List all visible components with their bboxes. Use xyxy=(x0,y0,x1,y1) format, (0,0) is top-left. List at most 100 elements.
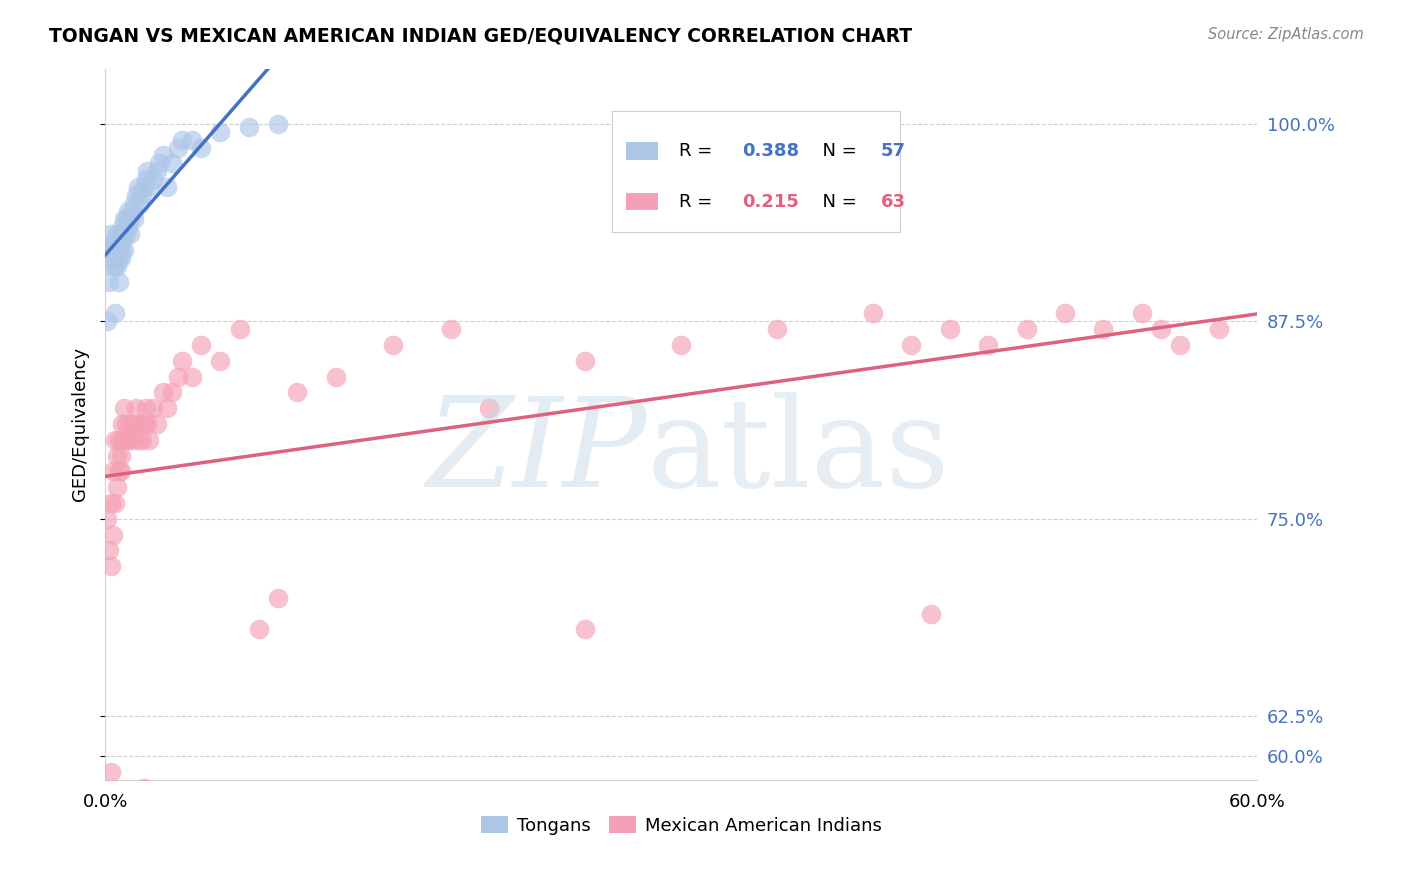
FancyBboxPatch shape xyxy=(626,143,658,160)
Text: N =: N = xyxy=(811,142,863,160)
Point xyxy=(121,203,143,218)
Point xyxy=(117,219,139,234)
Point xyxy=(285,385,308,400)
Point xyxy=(112,227,135,242)
Point xyxy=(112,244,135,258)
Point xyxy=(162,156,184,170)
Point xyxy=(101,244,124,258)
Point xyxy=(105,227,128,242)
Point xyxy=(146,417,169,431)
Point xyxy=(122,797,145,811)
Point xyxy=(107,235,129,250)
Point xyxy=(110,449,132,463)
Point xyxy=(125,401,148,416)
Point xyxy=(1150,322,1173,336)
Point xyxy=(110,465,132,479)
Text: 63: 63 xyxy=(880,193,905,211)
Point xyxy=(136,417,159,431)
Point xyxy=(104,235,127,250)
Point xyxy=(111,433,134,447)
Point xyxy=(101,259,124,273)
Point xyxy=(120,417,142,431)
Point xyxy=(162,385,184,400)
FancyBboxPatch shape xyxy=(626,193,658,211)
Point xyxy=(170,354,193,368)
Point xyxy=(105,449,128,463)
Point xyxy=(100,764,122,779)
Point xyxy=(156,401,179,416)
Point xyxy=(180,369,202,384)
Point xyxy=(100,496,122,510)
Point xyxy=(267,591,290,605)
Point xyxy=(105,480,128,494)
Point xyxy=(117,203,139,218)
Point xyxy=(138,433,160,447)
Text: 57: 57 xyxy=(880,142,905,160)
Point xyxy=(1130,306,1153,320)
Point xyxy=(209,354,232,368)
Point xyxy=(98,275,121,289)
Point xyxy=(1208,322,1230,336)
Point xyxy=(111,235,134,250)
Point xyxy=(98,543,121,558)
Legend: Tongans, Mexican American Indians: Tongans, Mexican American Indians xyxy=(481,816,882,835)
Point xyxy=(101,465,124,479)
Point xyxy=(131,433,153,447)
Point xyxy=(148,156,170,170)
Point xyxy=(325,369,347,384)
Point xyxy=(112,433,135,447)
Point xyxy=(382,338,405,352)
Point xyxy=(121,433,143,447)
Point xyxy=(167,140,190,154)
Point xyxy=(1168,338,1191,352)
Text: TONGAN VS MEXICAN AMERICAN INDIAN GED/EQUIVALENCY CORRELATION CHART: TONGAN VS MEXICAN AMERICAN INDIAN GED/EQ… xyxy=(49,27,912,45)
Point xyxy=(146,164,169,178)
Point xyxy=(167,369,190,384)
Point xyxy=(101,527,124,541)
Text: R =: R = xyxy=(679,193,718,211)
Point xyxy=(122,195,145,210)
Point xyxy=(110,227,132,242)
Point xyxy=(120,227,142,242)
Point xyxy=(128,417,150,431)
Point xyxy=(110,251,132,265)
Point xyxy=(107,275,129,289)
Point xyxy=(111,219,134,234)
Point xyxy=(142,401,165,416)
Point xyxy=(135,401,157,416)
Point xyxy=(156,180,179,194)
Point xyxy=(98,244,121,258)
Point xyxy=(115,211,138,226)
Point xyxy=(125,188,148,202)
Point xyxy=(105,259,128,273)
Point xyxy=(110,244,132,258)
Point xyxy=(115,417,138,431)
Point xyxy=(115,227,138,242)
Point xyxy=(104,496,127,510)
Point xyxy=(104,433,127,447)
Point xyxy=(267,117,290,131)
Point xyxy=(96,512,118,526)
Point xyxy=(107,433,129,447)
Point xyxy=(104,259,127,273)
Point xyxy=(152,148,174,162)
Point xyxy=(107,465,129,479)
Point xyxy=(180,133,202,147)
Point xyxy=(100,559,122,574)
Point xyxy=(142,172,165,186)
Point xyxy=(190,140,212,154)
Point xyxy=(939,322,962,336)
Point xyxy=(132,180,155,194)
Point xyxy=(128,195,150,210)
Point xyxy=(1015,322,1038,336)
Text: ZIP: ZIP xyxy=(426,392,647,513)
Point xyxy=(440,322,463,336)
Point xyxy=(228,322,250,336)
Text: Source: ZipAtlas.com: Source: ZipAtlas.com xyxy=(1208,27,1364,42)
Point xyxy=(209,125,232,139)
Y-axis label: GED/Equivalency: GED/Equivalency xyxy=(72,347,89,501)
Point xyxy=(104,244,127,258)
Point xyxy=(96,314,118,328)
Text: N =: N = xyxy=(811,193,863,211)
Point xyxy=(131,188,153,202)
